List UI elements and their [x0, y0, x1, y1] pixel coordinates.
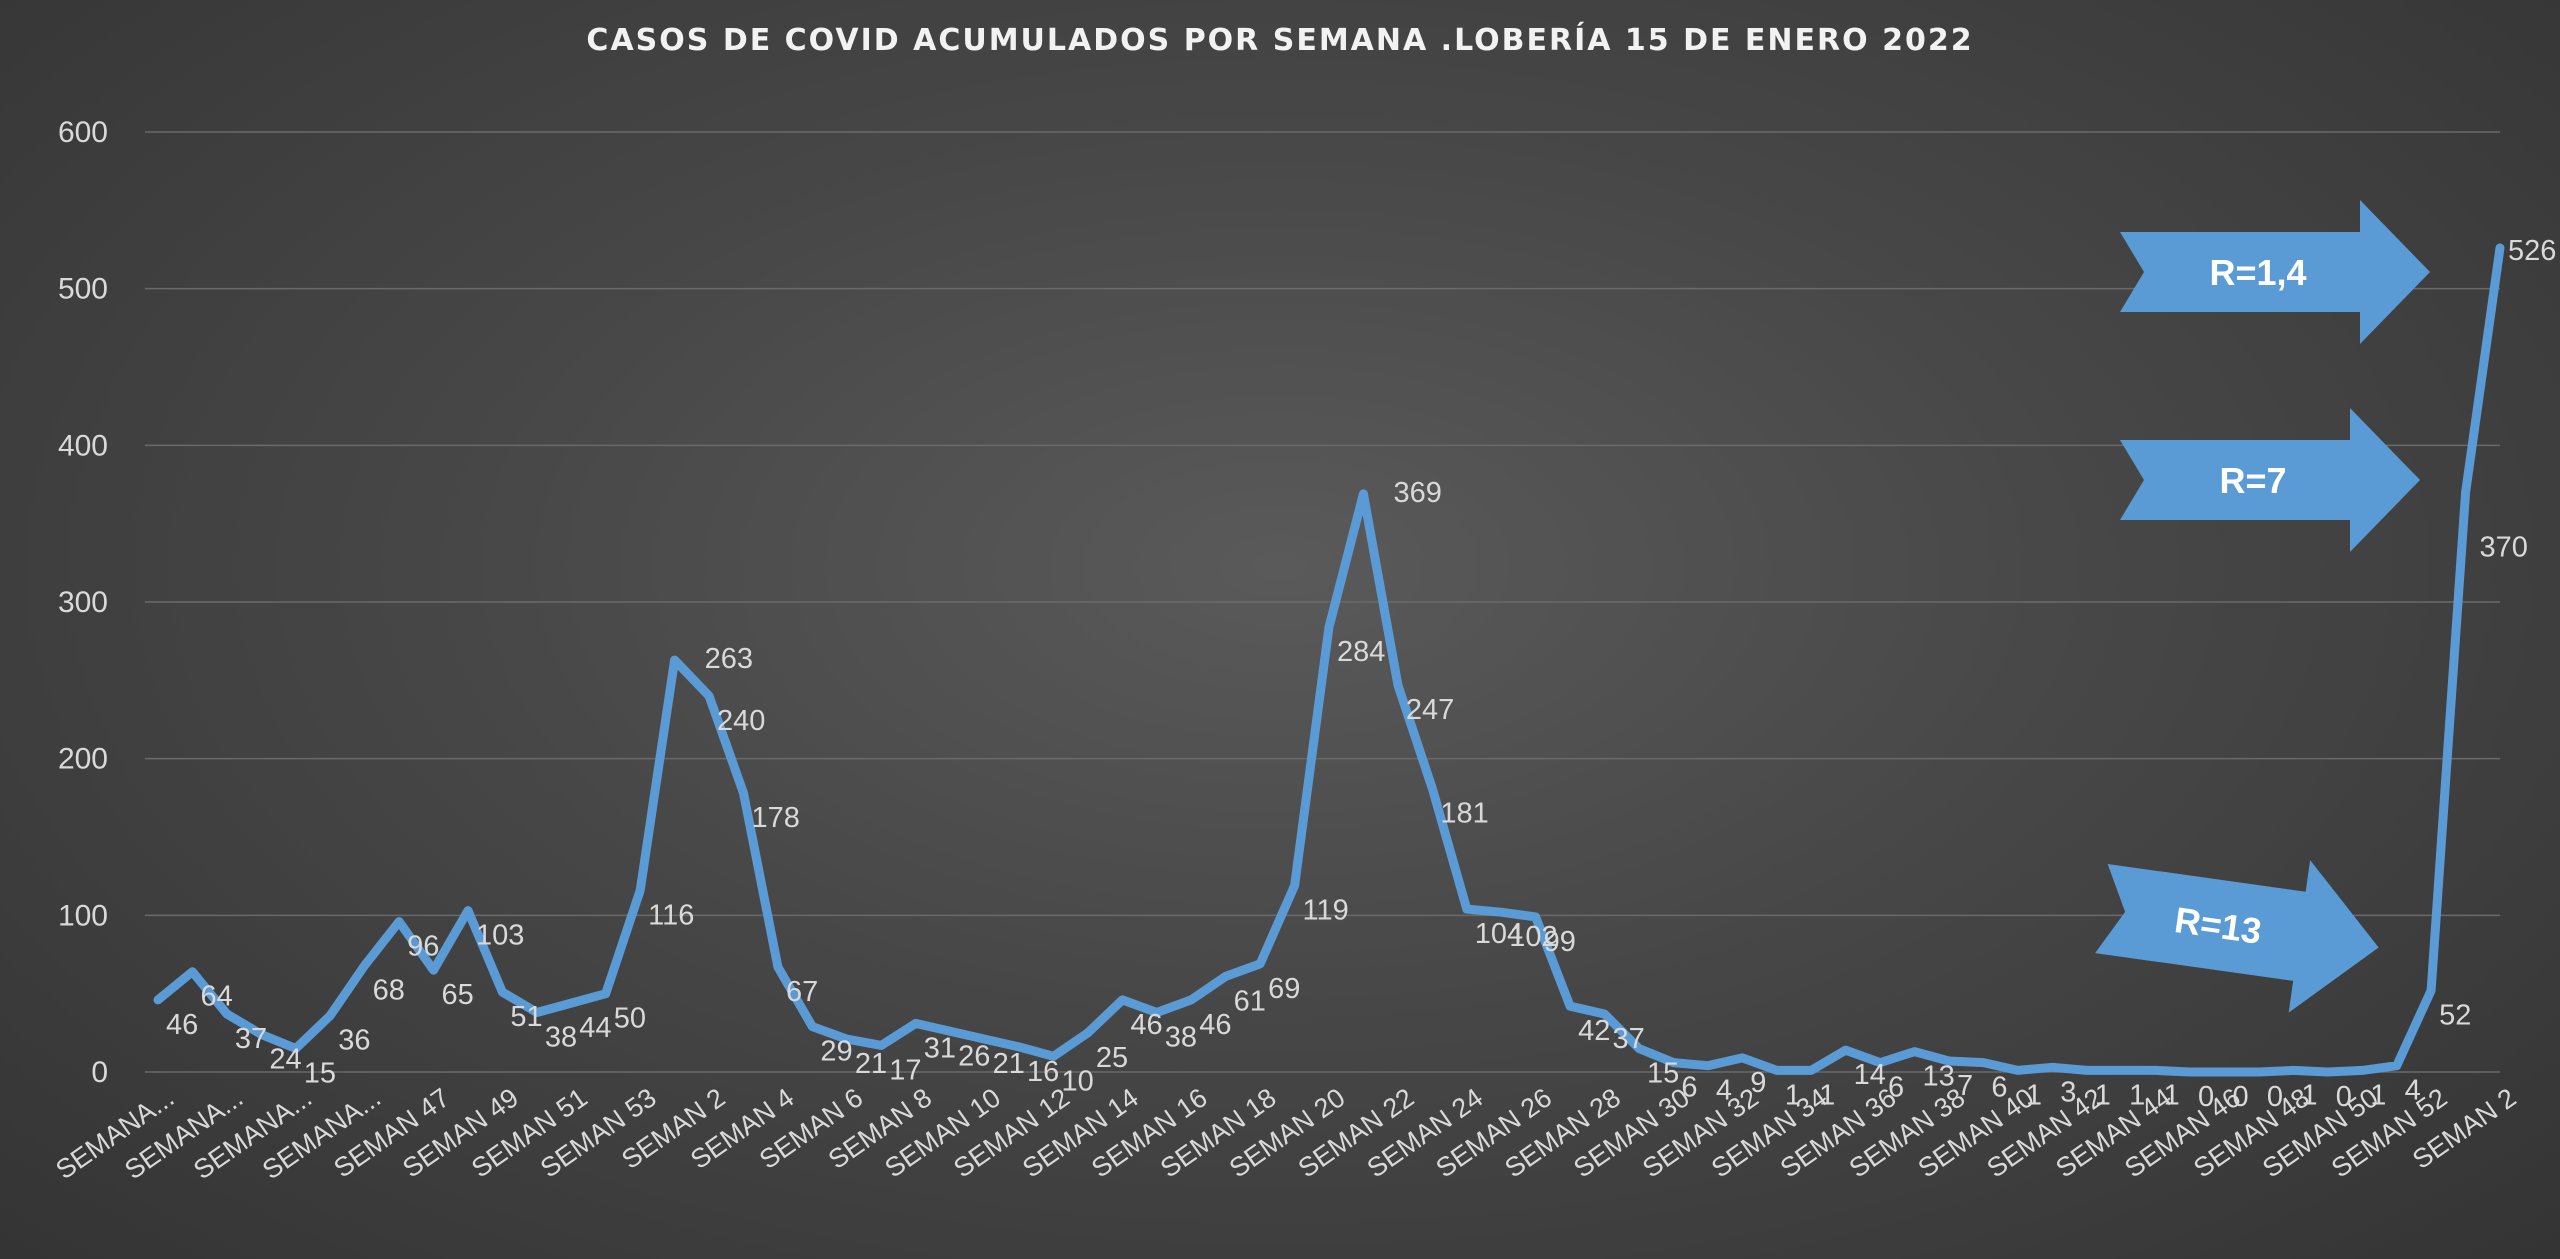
data-label: 21: [993, 1048, 1025, 1080]
data-label: 6: [1991, 1072, 2007, 1104]
data-label: 284: [1337, 636, 1385, 668]
y-tick-label: 200: [58, 743, 108, 776]
data-label: 370: [2480, 531, 2528, 563]
data-label: 69: [1268, 973, 1300, 1005]
data-label: 37: [235, 1023, 267, 1055]
r-arrow: R=7: [2120, 408, 2420, 552]
data-label: 15: [1647, 1058, 1679, 1090]
data-label: 29: [820, 1036, 852, 1068]
y-tick-label: 0: [91, 1056, 108, 1089]
data-label: 263: [705, 643, 753, 675]
y-tick-label: 500: [58, 273, 108, 306]
gridlines: [145, 131, 2500, 1073]
data-label: 7: [1957, 1070, 1973, 1102]
data-label: 26: [958, 1040, 990, 1072]
data-label: 1: [2095, 1079, 2111, 1111]
y-tick-label: 400: [58, 429, 108, 462]
data-label: 1: [2129, 1079, 2145, 1111]
x-axis-ticks: SEMANA...SEMANA...SEMANA...SEMANA...SEMA…: [50, 1082, 2521, 1185]
data-label: 181: [1440, 797, 1488, 829]
arrow-label: R=1,4: [2209, 252, 2306, 293]
data-label: 3: [2060, 1076, 2076, 1108]
y-tick-label: 600: [58, 116, 108, 149]
data-label: 52: [2439, 1000, 2471, 1032]
data-label: 38: [545, 1021, 577, 1053]
data-label: 14: [1854, 1059, 1886, 1091]
data-label: 119: [1303, 895, 1349, 927]
data-label: 104: [1475, 918, 1523, 950]
data-label: 46: [166, 1009, 198, 1041]
data-label: 17: [889, 1054, 921, 1086]
r-arrow: R=13: [2095, 860, 2379, 1013]
data-label: 38: [1165, 1021, 1197, 1053]
arrow-shape: [2120, 408, 2420, 552]
y-tick-label: 100: [58, 899, 108, 932]
data-label: 1: [1785, 1079, 1801, 1111]
data-label: 31: [924, 1032, 956, 1064]
data-label: 4: [1716, 1075, 1732, 1107]
y-tick-label: 300: [58, 586, 108, 619]
data-label: 51: [510, 1001, 542, 1033]
data-label: 37: [1613, 1023, 1645, 1055]
data-label: 99: [1544, 926, 1576, 958]
data-label: 116: [648, 899, 694, 931]
data-label: 15: [304, 1058, 336, 1090]
data-label: 4: [2405, 1075, 2421, 1107]
series-line-group: [153, 243, 2505, 1077]
data-label: 36: [338, 1025, 370, 1057]
data-label: 6: [1888, 1072, 1904, 1104]
data-label: 9: [1750, 1067, 1766, 1099]
data-label: 21: [855, 1048, 887, 1080]
data-label: 369: [1393, 477, 1441, 509]
data-label: 96: [407, 931, 439, 963]
data-label: 1: [2370, 1079, 2386, 1111]
data-label: 103: [476, 920, 524, 952]
data-label: 1: [2301, 1079, 2317, 1111]
data-label: 68: [373, 974, 405, 1006]
annotation-arrows: R=1,4 R=7 R=13: [2095, 200, 2430, 1013]
data-label: 61: [1234, 985, 1266, 1017]
data-label: 25: [1096, 1042, 1128, 1074]
data-label: 240: [717, 705, 765, 737]
data-label: 0: [2336, 1081, 2352, 1113]
data-label: 24: [269, 1043, 301, 1075]
arrow-shape: [2095, 860, 2379, 1013]
data-label: 1: [2026, 1079, 2042, 1111]
data-label: 6: [1681, 1072, 1697, 1104]
arrow-label: R=7: [2219, 460, 2286, 501]
data-label: 178: [752, 802, 800, 834]
data-label: 13: [1923, 1061, 1955, 1093]
data-label: 526: [2508, 235, 2556, 267]
data-label: 50: [614, 1003, 646, 1035]
data-label: 1: [2164, 1079, 2180, 1111]
data-label: 44: [579, 1012, 611, 1044]
y-axis-ticks: 0 100 200 300 400 500 600: [58, 116, 108, 1089]
data-label: 102: [1509, 921, 1557, 953]
data-label: 0: [2198, 1081, 2214, 1113]
data-label: 10: [1061, 1065, 1093, 1097]
data-label: 42: [1578, 1015, 1610, 1047]
data-label: 65: [442, 979, 474, 1011]
data-label: 247: [1406, 694, 1454, 726]
data-label: 0: [2232, 1081, 2248, 1113]
data-label: 46: [1199, 1009, 1231, 1041]
data-label: 1: [1819, 1079, 1835, 1111]
data-label: 46: [1130, 1009, 1162, 1041]
chart-title: CASOS DE COVID ACUMULADOS POR SEMANA .LO…: [586, 22, 1973, 58]
r-arrow: R=1,4: [2120, 200, 2430, 344]
data-label: 67: [786, 976, 818, 1008]
data-label: 0: [2267, 1081, 2283, 1113]
arrow-shape: [2120, 200, 2430, 344]
data-label: 64: [200, 981, 232, 1013]
data-label: 16: [1027, 1056, 1059, 1088]
series-line: [153, 243, 2505, 1077]
